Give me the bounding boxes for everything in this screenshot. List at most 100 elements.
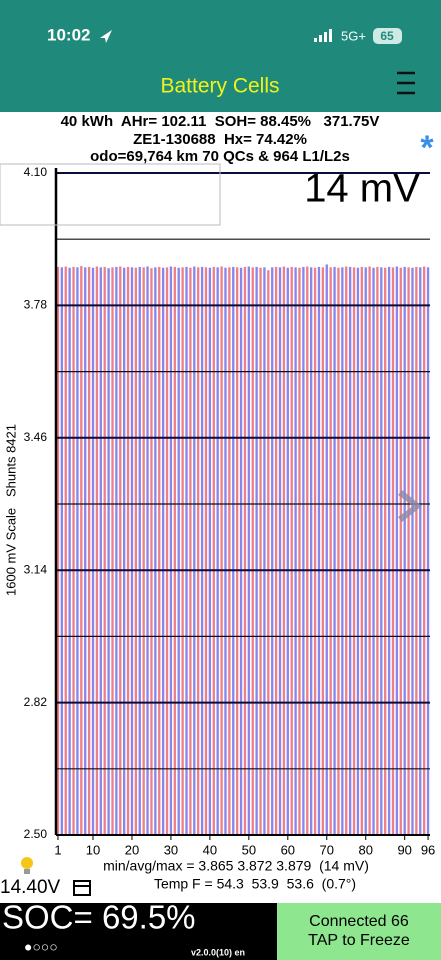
bar: [403, 266, 406, 835]
bar: [134, 267, 138, 835]
bar: [181, 267, 184, 836]
y-tick-label: 3.14: [24, 562, 48, 576]
bar: [103, 266, 106, 835]
x-tick-label: 70: [320, 842, 334, 857]
temp-stats: Temp F = 54.3 53.9 53.6 (0.7°): [154, 876, 356, 892]
bar: [271, 267, 274, 836]
settings-asterisk[interactable]: *: [420, 129, 434, 167]
bar: [84, 267, 87, 836]
bar: [302, 266, 305, 835]
network: 5G+: [341, 28, 366, 43]
x-tick-label: 50: [242, 842, 256, 857]
bar: [407, 267, 410, 836]
bar: [212, 266, 215, 835]
y-tick-label: 2.50: [24, 827, 48, 841]
x-tick-label: 30: [164, 842, 178, 857]
bar: [150, 268, 153, 836]
bar: [72, 266, 75, 835]
bar: [146, 266, 149, 835]
bar: [216, 267, 219, 836]
bulb-icon: [21, 857, 33, 874]
x-tick-label: 60: [281, 842, 295, 857]
bar: [255, 266, 258, 835]
cell-stats: min/avg/max = 3.865 3.872 3.879 (14 mV): [103, 858, 369, 874]
bar: [91, 267, 95, 835]
info-line: 40 kWh AHr= 102.11 SOH= 88.45% 371.75V: [61, 113, 380, 130]
bar: [247, 266, 251, 835]
bar: [306, 266, 309, 835]
y-tick-label: 4.10: [24, 165, 48, 179]
location-icon: [100, 30, 112, 43]
spread-annotation: 14 mV: [304, 167, 420, 211]
bar: [220, 266, 223, 835]
bar: [130, 267, 134, 836]
bar: [259, 267, 262, 835]
info-line: ZE1-130688 Hx= 74.42%: [133, 131, 307, 148]
bar: [263, 267, 266, 836]
bar: [286, 267, 289, 835]
clock: 10:02: [47, 25, 90, 44]
page-dots: ●○○○: [24, 939, 58, 955]
y-tick-label: 3.46: [24, 430, 48, 444]
bar: [177, 267, 180, 835]
x-tick-label: 1: [54, 842, 61, 857]
bar: [232, 266, 235, 835]
bar: [189, 267, 192, 835]
bar: [329, 267, 332, 836]
bar: [391, 267, 395, 836]
bar: [161, 267, 165, 835]
bar: [64, 266, 67, 835]
bar: [197, 267, 200, 836]
bar: [376, 266, 379, 835]
y-tick-label: 3.78: [24, 298, 48, 312]
x-tick-label: 20: [125, 842, 139, 857]
bar: [325, 264, 328, 836]
footer-bar: [0, 903, 277, 960]
bar: [267, 270, 270, 835]
x-tick-label: 80: [358, 842, 372, 857]
freeze-button[interactable]: [277, 903, 441, 960]
bar: [337, 267, 340, 835]
bar: [341, 267, 344, 836]
bar: [224, 267, 227, 835]
x-tick-label: 10: [86, 842, 100, 857]
bar: [193, 266, 196, 835]
bar: [95, 266, 99, 835]
bar: [235, 267, 239, 836]
soc: SOC= 69.5%: [2, 899, 196, 936]
bar: [298, 267, 301, 835]
bar: [313, 267, 317, 835]
bar: [208, 267, 212, 835]
bar: [80, 266, 83, 835]
bar: [251, 267, 254, 836]
y-axis-label: 1600 mV Scale Shunts 8421: [3, 424, 18, 596]
bar: [107, 268, 110, 836]
bar: [278, 267, 282, 836]
bar: [239, 267, 243, 835]
x-tick-label: 90: [397, 842, 411, 857]
bar: [243, 266, 247, 835]
bar: [99, 267, 102, 836]
y-tick-label: 2.82: [24, 695, 48, 709]
bar: [154, 267, 157, 836]
bar: [111, 267, 114, 836]
info-line: odo=69,764 km 70 QCs & 964 L1/L2s: [90, 148, 350, 165]
calendar-icon: [73, 880, 91, 896]
bar: [56, 266, 60, 835]
battery-level: 65: [380, 29, 394, 43]
bar: [426, 267, 430, 836]
next-arrow[interactable]: [398, 490, 422, 522]
chart: 1 10 20 30 40 50 60 70 80 90 96 4.10 3.78 3.46 3.14 2.8…: [24, 165, 436, 857]
bar: [173, 266, 176, 835]
bar: [317, 266, 321, 835]
bar: [165, 267, 169, 836]
bar: [169, 266, 173, 835]
connection-status: Connected 66: [309, 913, 409, 930]
x-tick-label: 96: [421, 842, 435, 857]
bar: [356, 267, 360, 835]
bar: [185, 266, 188, 835]
menu-button[interactable]: [397, 71, 415, 95]
bar: [142, 267, 145, 836]
